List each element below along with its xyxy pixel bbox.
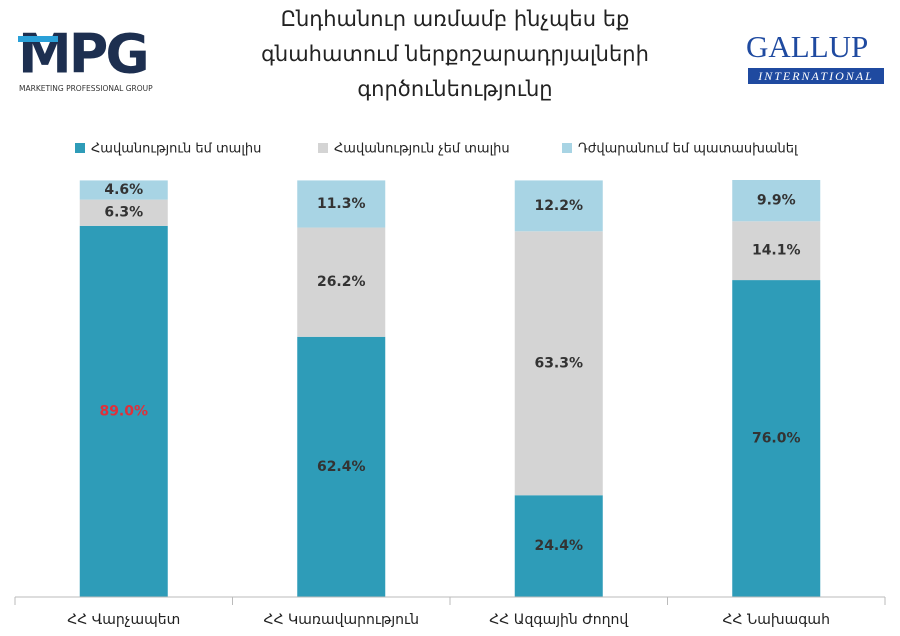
bar-segment — [79, 199, 168, 226]
value-label: 26.2% — [317, 274, 366, 290]
legend-swatch — [562, 143, 572, 153]
chart-title: Ընդհանուր առմամբ ինչպես եք — [281, 7, 630, 31]
logo-accent — [18, 36, 58, 42]
value-label: 89.0% — [99, 403, 148, 419]
legend-swatch — [318, 143, 328, 153]
legend-swatch — [75, 143, 85, 153]
logo-subtext: MARKETING PROFESSIONAL GROUP — [19, 84, 153, 93]
bar-segment — [732, 221, 821, 281]
bar-segment — [514, 180, 603, 232]
legend-label: Հավանություն եմ տալիս — [91, 142, 261, 157]
bar-segment — [297, 336, 386, 597]
legend-label: Հավանություն չեմ տալիս — [334, 142, 510, 157]
chart-title: գնահատում ներքոշարադրյալների — [261, 42, 649, 66]
bar-segment — [514, 231, 603, 496]
bar-segment — [514, 495, 603, 597]
x-tick-label: ՀՀ Վարչապետ — [67, 612, 180, 628]
x-tick-label: ՀՀ Նախագահ — [723, 612, 830, 628]
bar-segment — [297, 180, 386, 228]
x-tick-label: ՀՀ Ազգային Ժողով — [489, 612, 629, 628]
value-label: 14.1% — [752, 243, 801, 259]
logo-band — [748, 68, 884, 84]
value-label: 76.0% — [752, 431, 801, 447]
value-label: 4.6% — [104, 182, 143, 198]
logo-mark: GALLUP — [746, 29, 868, 64]
value-label: 11.3% — [317, 196, 366, 212]
gallup-logo: GALLUP INTERNATIONAL — [746, 29, 884, 84]
value-label: 12.2% — [534, 198, 583, 214]
mpg-logo: MPG MARKETING PROFESSIONAL GROUP — [18, 23, 153, 93]
legend-label: Դժվարանում եմ պատասխանել — [578, 142, 798, 157]
bar-segment — [732, 180, 821, 222]
x-tick-label: ՀՀ Կառավարություն — [264, 612, 419, 628]
logo-subtext: INTERNATIONAL — [757, 69, 874, 83]
logo-mark: MPG — [18, 23, 147, 86]
bar-segment — [79, 225, 168, 597]
value-label: 24.4% — [534, 538, 583, 554]
value-label: 62.4% — [317, 459, 366, 475]
bar-segment — [732, 280, 821, 597]
bar-segment — [297, 227, 386, 337]
value-label: 9.9% — [757, 193, 796, 209]
value-label: 63.3% — [534, 355, 583, 371]
bar-segment — [79, 180, 168, 200]
chart-title: գործունեությունը — [357, 77, 552, 101]
value-label: 6.3% — [104, 205, 143, 221]
